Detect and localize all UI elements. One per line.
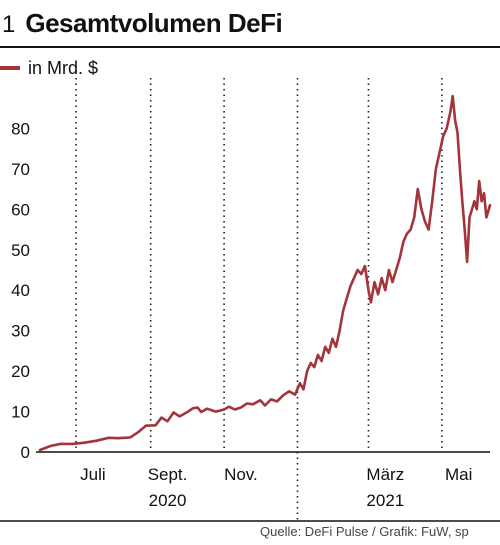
y-tick-label: 30 <box>11 322 30 341</box>
series-line <box>38 94 492 452</box>
year-labels: 2020 2021 <box>149 491 405 510</box>
y-axis-ticks: 0 10 20 30 40 50 60 70 80 <box>11 119 30 462</box>
chart-header: 1 Gesamtvolumen DeFi <box>0 8 500 44</box>
y-tick-label: 0 <box>21 443 30 462</box>
year-label: 2021 <box>366 491 404 510</box>
y-tick-label: 80 <box>11 119 30 138</box>
legend-label: in Mrd. $ <box>28 57 99 78</box>
year-label: 2020 <box>149 491 187 510</box>
chart-title: Gesamtvolumen DeFi <box>25 8 283 38</box>
x-tick-label: Nov. <box>224 465 258 484</box>
y-tick-label: 40 <box>11 281 30 300</box>
y-tick-label: 20 <box>11 362 30 381</box>
x-axis-ticks: Juli Sept. Nov. März Mai <box>80 465 472 484</box>
y-tick-label: 70 <box>11 160 30 179</box>
y-tick-label: 60 <box>11 200 30 219</box>
grid-layer <box>36 78 490 520</box>
y-tick-label: 50 <box>11 241 30 260</box>
legend: in Mrd. $ <box>0 56 98 80</box>
figure-number: 1 <box>2 11 16 38</box>
legend-swatch <box>0 66 20 70</box>
y-tick-label: 10 <box>11 403 30 422</box>
series-layer <box>38 94 492 452</box>
x-tick-label: März <box>366 465 404 484</box>
x-tick-label: Juli <box>80 465 106 484</box>
title-rule <box>0 46 500 48</box>
source-note: Quelle: DeFi Pulse / Grafik: FuW, sp <box>260 524 469 539</box>
x-tick-label: Sept. <box>148 465 188 484</box>
x-tick-label: Mai <box>445 465 472 484</box>
